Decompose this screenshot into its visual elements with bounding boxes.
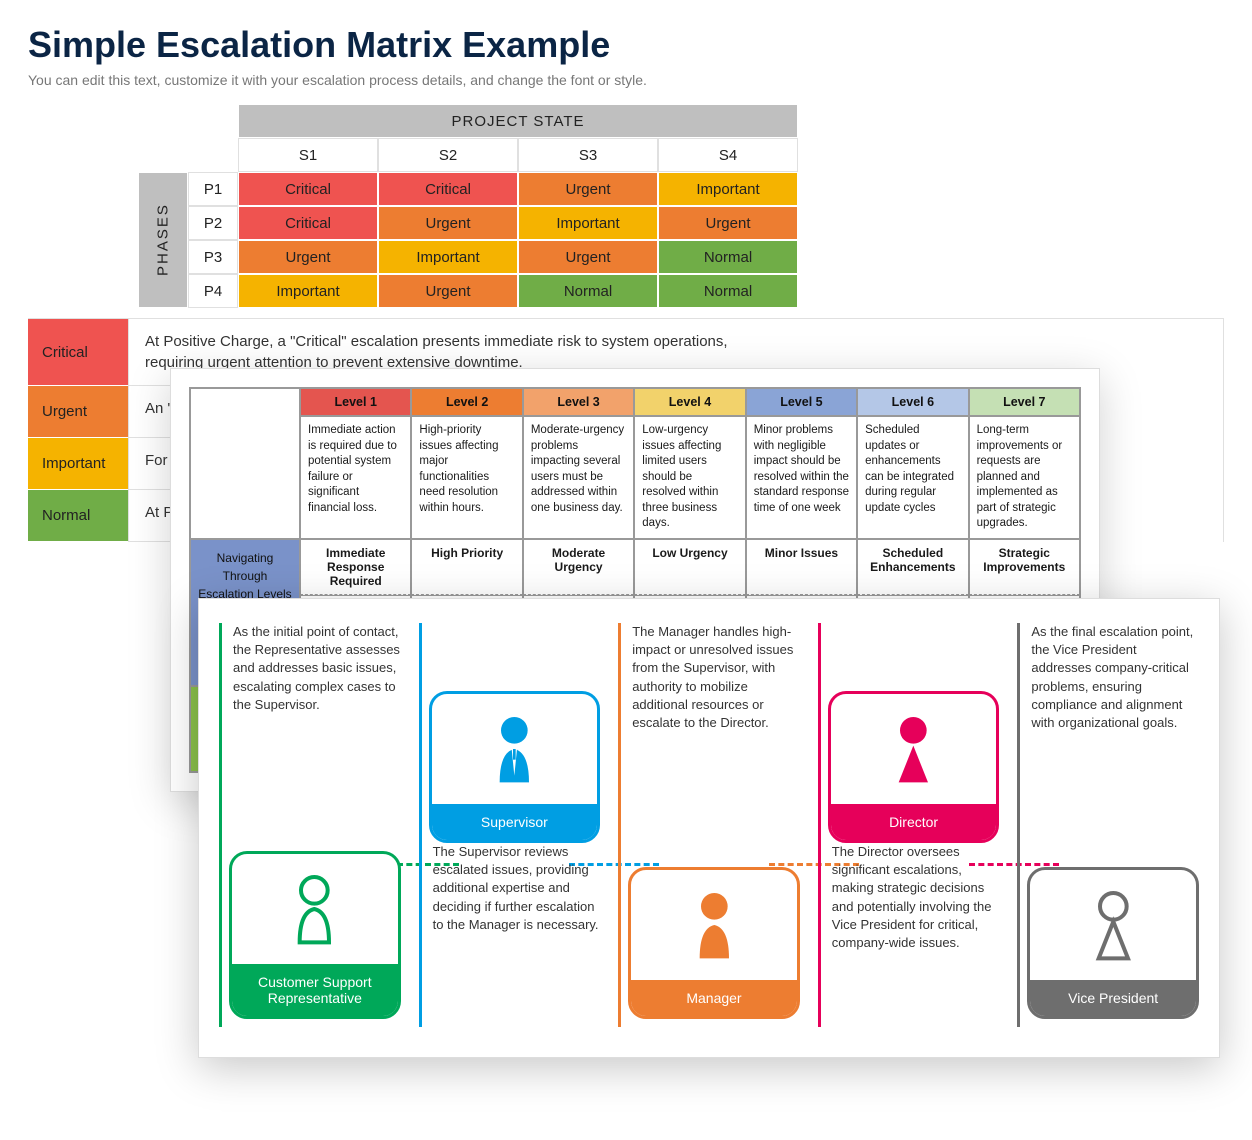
level-header-1: Level 1 <box>300 388 411 416</box>
role-card: Customer Support Representative <box>229 851 401 1019</box>
role-label: Customer Support Representative <box>232 964 398 1016</box>
project-state-header: PROJECT STATE <box>238 104 798 138</box>
roles-row: As the initial point of contact, the Rep… <box>219 623 1199 1027</box>
role-text-top: The Manager handles high-impact or unres… <box>618 623 800 732</box>
role-column-vice-president: As the final escalation point, the Vice … <box>1017 623 1199 1027</box>
legend-swatch-urgent: Urgent <box>28 386 128 438</box>
level-category-6: Scheduled Enhancements <box>857 539 968 595</box>
level-desc-5: Minor problems with negligible impact sh… <box>746 416 857 539</box>
role-column-customer-support-representative: As the initial point of contact, the Rep… <box>219 623 401 1027</box>
role-label: Manager <box>631 980 797 1016</box>
phase-header-p1: P1 <box>188 172 238 206</box>
role-text-top: As the initial point of contact, the Rep… <box>219 623 401 714</box>
level-desc-1: Immediate action is required due to pote… <box>300 416 411 539</box>
role-bar-icon <box>419 623 422 1027</box>
role-label: Director <box>831 804 997 840</box>
level-category-3: Moderate Urgency <box>523 539 634 595</box>
role-bar-icon <box>1017 623 1020 1027</box>
role-card: Supervisor <box>429 691 601 843</box>
state-header-s1: S1 <box>238 138 378 172</box>
role-bar-icon <box>818 623 821 1027</box>
matrix-cell-p4-s4: Normal <box>658 274 798 308</box>
matrix-cell-p2-s1: Critical <box>238 206 378 240</box>
level-category-2: High Priority <box>411 539 522 595</box>
matrix-cell-p1-s1: Critical <box>238 172 378 206</box>
role-bar-icon <box>618 623 621 1027</box>
matrix-cell-p2-s3: Important <box>518 206 658 240</box>
level-desc-7: Long-term improvements or requests are p… <box>969 416 1080 539</box>
matrix-cell-p3-s4: Normal <box>658 240 798 274</box>
role-text-bottom: The Supervisor reviews escalated issues,… <box>419 843 601 934</box>
matrix-cell-p1-s4: Important <box>658 172 798 206</box>
matrix-cell-p3-s1: Urgent <box>238 240 378 274</box>
matrix-cell-p3-s3: Urgent <box>518 240 658 274</box>
level-category-5: Minor Issues <box>746 539 857 595</box>
matrix-cell-p4-s3: Normal <box>518 274 658 308</box>
level-category-7: Strategic Improvements <box>969 539 1080 595</box>
legend-swatch-normal: Normal <box>28 490 128 542</box>
legend-swatch-critical: Critical <box>28 319 128 386</box>
role-text-top: As the final escalation point, the Vice … <box>1017 623 1199 732</box>
matrix-cell-p3-s2: Important <box>378 240 518 274</box>
level-header-2: Level 2 <box>411 388 522 416</box>
page-title: Simple Escalation Matrix Example <box>28 24 1224 66</box>
person-icon <box>232 854 398 964</box>
role-text-bottom: The Director oversees significant escala… <box>818 843 1000 952</box>
role-card: Vice President <box>1027 867 1199 1019</box>
state-header-s3: S3 <box>518 138 658 172</box>
phase-header-p4: P4 <box>188 274 238 308</box>
role-card: Director <box>828 691 1000 843</box>
phase-header-p2: P2 <box>188 206 238 240</box>
role-label: Vice President <box>1030 980 1196 1016</box>
person-icon <box>1030 870 1196 980</box>
level-desc-3: Moderate-urgency problems impacting seve… <box>523 416 634 539</box>
matrix-cell-p4-s1: Important <box>238 274 378 308</box>
level-desc-2: High-priority issues affecting major fun… <box>411 416 522 539</box>
level-category-4: Low Urgency <box>634 539 745 595</box>
level-header-5: Level 5 <box>746 388 857 416</box>
role-bar-icon <box>219 623 222 1027</box>
page-subtitle: You can edit this text, customize it wit… <box>28 72 1224 88</box>
level-header-3: Level 3 <box>523 388 634 416</box>
level-desc-4: Low-urgency issues affecting limited use… <box>634 416 745 539</box>
state-header-s4: S4 <box>658 138 798 172</box>
role-column-supervisor: SupervisorThe Supervisor reviews escalat… <box>419 623 601 1027</box>
roles-card: As the initial point of contact, the Rep… <box>198 598 1220 1058</box>
phase-header-p3: P3 <box>188 240 238 274</box>
role-card: Manager <box>628 867 800 1019</box>
legend-swatch-important: Important <box>28 438 128 490</box>
person-icon <box>631 870 797 980</box>
matrix-cell-p2-s4: Urgent <box>658 206 798 240</box>
person-icon <box>831 694 997 804</box>
level-category-1: Immediate Response Required <box>300 539 411 595</box>
level-header-7: Level 7 <box>969 388 1080 416</box>
level-header-4: Level 4 <box>634 388 745 416</box>
role-label: Supervisor <box>432 804 598 840</box>
level-desc-6: Scheduled updates or enhancements can be… <box>857 416 968 539</box>
matrix-cell-p1-s2: Critical <box>378 172 518 206</box>
state-header-s2: S2 <box>378 138 518 172</box>
escalation-matrix: PROJECT STATES1S2S3S4PHASESP1CriticalCri… <box>138 104 1224 308</box>
matrix-cell-p1-s3: Urgent <box>518 172 658 206</box>
person-icon <box>432 694 598 804</box>
phases-header: PHASES <box>138 172 188 308</box>
role-column-manager: The Manager handles high-impact or unres… <box>618 623 800 1027</box>
level-header-6: Level 6 <box>857 388 968 416</box>
matrix-cell-p4-s2: Urgent <box>378 274 518 308</box>
matrix-cell-p2-s2: Urgent <box>378 206 518 240</box>
role-column-director: DirectorThe Director oversees significan… <box>818 623 1000 1027</box>
